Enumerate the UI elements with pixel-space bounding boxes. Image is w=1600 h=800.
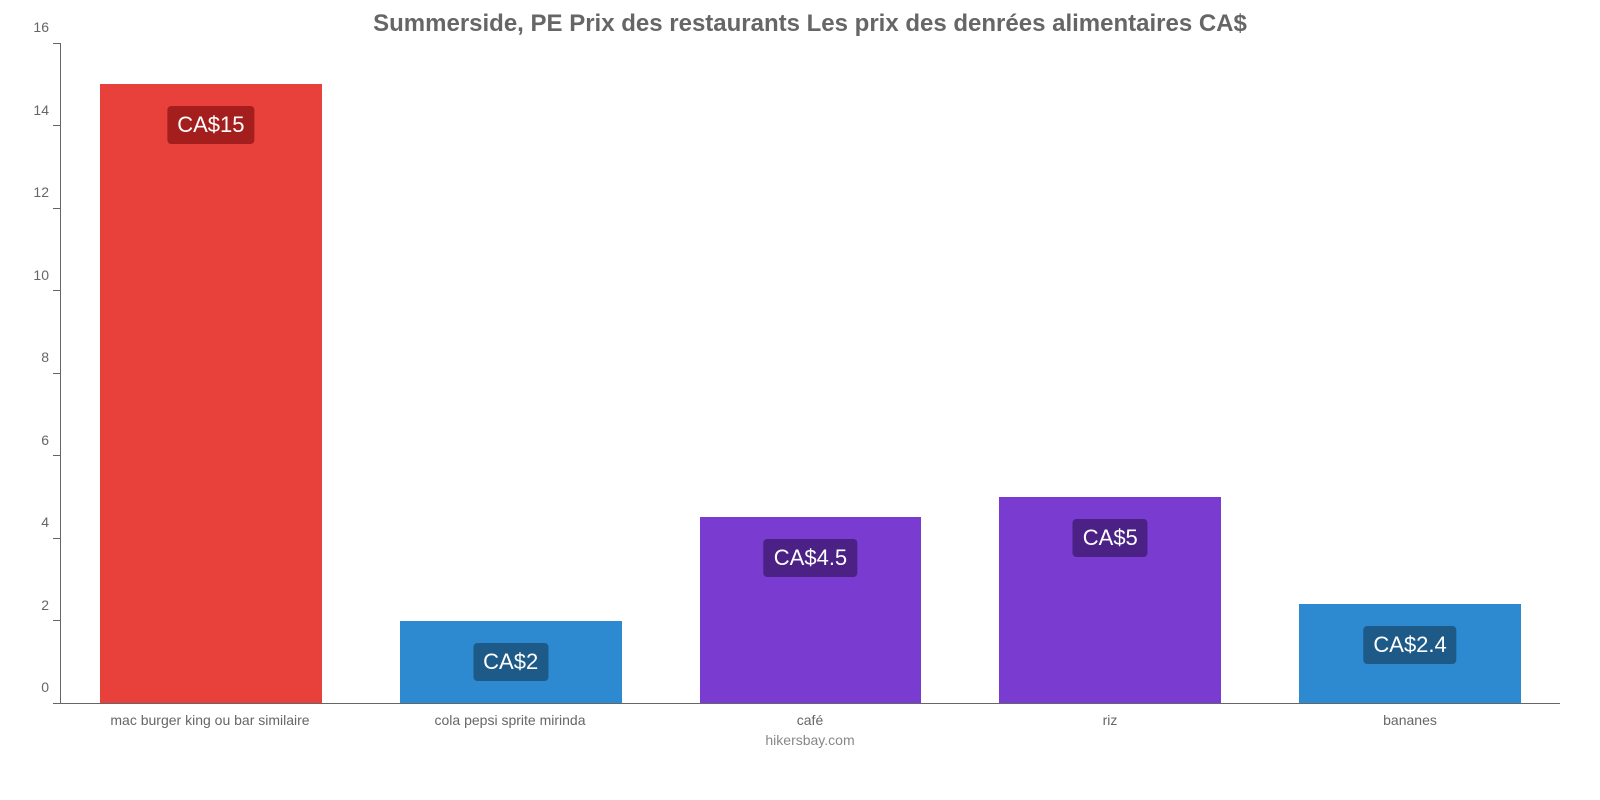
plot-area: 0246810121416 CA$15CA$2CA$4.5CA$5CA$2.4 <box>60 44 1560 704</box>
y-tick <box>53 43 61 44</box>
y-tick <box>53 703 61 704</box>
y-tick <box>53 125 61 126</box>
y-tick <box>53 373 61 374</box>
bar-slot: CA$15 <box>61 44 361 703</box>
y-tick-label: 10 <box>33 267 49 283</box>
x-label: café <box>660 712 960 728</box>
bar-slot: CA$2.4 <box>1260 44 1560 703</box>
y-tick <box>53 455 61 456</box>
y-tick-label: 2 <box>41 597 49 613</box>
x-label: riz <box>960 712 1260 728</box>
x-label: bananes <box>1260 712 1560 728</box>
y-tick <box>53 538 61 539</box>
y-tick-label: 6 <box>41 432 49 448</box>
y-tick <box>53 290 61 291</box>
bar-slot: CA$2 <box>361 44 661 703</box>
price-bar-chart: Summerside, PE Prix des restaurants Les … <box>0 0 1600 800</box>
value-label: CA$5 <box>1073 519 1148 557</box>
value-label: CA$2.4 <box>1363 626 1456 664</box>
bar <box>100 84 322 703</box>
value-label: CA$15 <box>167 106 254 144</box>
bars-container: CA$15 CA$2 CA$4.5 CA$5 CA$2.4 <box>61 44 1560 703</box>
bar-slot: CA$5 <box>960 44 1260 703</box>
y-tick-label: 8 <box>41 349 49 365</box>
chart-title: Summerside, PE Prix des restaurants Les … <box>60 10 1560 38</box>
value-label: CA$2 <box>473 643 548 681</box>
y-tick-label: 14 <box>33 102 49 118</box>
bar-slot: CA$4.5 <box>661 44 961 703</box>
y-tick-label: 16 <box>33 19 49 35</box>
y-tick-label: 4 <box>41 514 49 530</box>
y-tick-label: 12 <box>33 184 49 200</box>
value-label: CA$4.5 <box>764 539 857 577</box>
x-label: mac burger king ou bar similaire <box>60 712 360 728</box>
x-axis-labels: mac burger king ou bar similairecola pep… <box>60 712 1560 728</box>
y-tick-label: 0 <box>41 679 49 695</box>
x-label: cola pepsi sprite mirinda <box>360 712 660 728</box>
y-tick <box>53 208 61 209</box>
chart-footer: hikersbay.com <box>60 732 1560 748</box>
y-tick <box>53 620 61 621</box>
